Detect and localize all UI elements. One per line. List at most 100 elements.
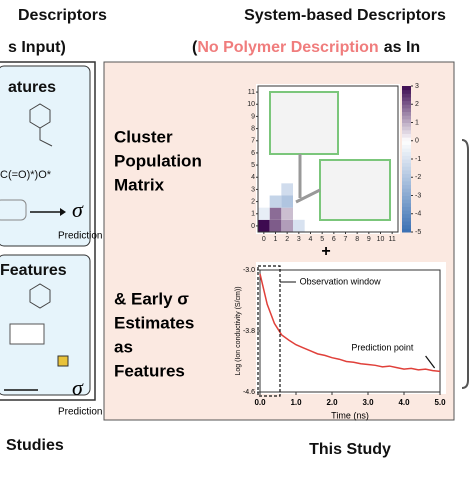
feature-label: Population: [114, 151, 202, 170]
colorbar-step: [402, 89, 411, 94]
colorbar-step: [402, 173, 411, 178]
colorbar-step: [402, 199, 411, 204]
y-tick-label: 2: [251, 198, 255, 205]
y-tick-label: 1: [251, 211, 255, 218]
heat-cell: [281, 207, 293, 220]
x-tick-label: 0.0: [254, 398, 266, 407]
colorbar-step: [402, 100, 411, 105]
line-bg: [256, 262, 446, 394]
y-tick-label: 11: [248, 89, 255, 96]
plot-icon: [9, 323, 45, 345]
annotation: Observation window: [300, 276, 382, 286]
colorbar-label: 2: [415, 101, 419, 108]
observation-window: [257, 265, 281, 397]
x-tick-label: 4: [309, 236, 313, 243]
y-tick-label: 3: [251, 186, 255, 193]
colorbar-step: [402, 166, 411, 171]
y-tick-label: 8: [251, 125, 255, 132]
colorbar-step: [402, 162, 411, 167]
inset-image: [269, 91, 339, 155]
pointer-arrow: [295, 154, 321, 204]
y-tick-label: 9: [251, 113, 255, 120]
colorbar-step: [402, 126, 411, 131]
colorbar-step: [402, 202, 411, 207]
box-title: Features: [0, 262, 67, 279]
colorbar-step: [402, 191, 411, 196]
left-frame: [0, 61, 96, 401]
left-title: s Input): [8, 39, 66, 56]
box-title: atures: [8, 79, 56, 96]
feature-label: Matrix: [114, 175, 165, 194]
colorbar-label: 0: [415, 138, 419, 145]
x-tick-label: 6: [332, 236, 336, 243]
axes-frame: [257, 85, 399, 233]
heat-cell: [258, 219, 270, 232]
x-tick-label: 1.0: [290, 398, 302, 407]
x-tick-label: 11: [389, 236, 396, 243]
colorbar-step: [402, 148, 411, 153]
prediction-label: Prediction: [58, 407, 102, 418]
colorbar-step: [402, 155, 411, 160]
heat-cell: [269, 219, 282, 232]
molecule: [29, 103, 53, 147]
x-tick-label: 7: [344, 236, 348, 243]
colorbar-step: [402, 104, 411, 109]
left-title: Descriptors: [18, 7, 107, 24]
inset-image: [319, 159, 391, 221]
colorbar-step: [402, 228, 411, 233]
x-tick-label: 1: [274, 236, 278, 243]
plus: +: [321, 243, 330, 260]
colorbar-label: -3: [415, 192, 421, 199]
colorbar-step: [402, 93, 411, 98]
smiles: C(=O)*)O*: [0, 169, 52, 181]
x-tick-label: 5.0: [434, 398, 446, 407]
colorbar-step: [402, 159, 411, 164]
colorbar-step: [402, 213, 411, 218]
heat-cell: [293, 219, 305, 232]
bracket: [461, 139, 469, 389]
colorbar-step: [402, 118, 411, 123]
colorbar-step: [402, 122, 411, 127]
sigma: σ: [72, 197, 84, 222]
subtitle-rest: as In: [384, 39, 420, 56]
colorbar-step: [402, 195, 411, 200]
paren: (: [192, 39, 198, 56]
y-tick-label: 10: [247, 101, 255, 108]
left-box: [0, 65, 91, 247]
colorbar-step: [402, 96, 411, 102]
colorbar-step: [402, 107, 411, 113]
prediction-label: Prediction: [58, 231, 102, 242]
colorbar-label: 1: [415, 119, 419, 126]
colorbar-step: [402, 111, 411, 116]
x-tick-label: 9: [367, 236, 371, 243]
x-axis-label: Time (ns): [331, 410, 369, 420]
x-tick-label: 2.0: [326, 398, 338, 407]
feature-label: Cluster: [114, 127, 173, 146]
x-tick-label: 5: [320, 236, 324, 243]
model-icon: [0, 199, 27, 221]
annotation: Prediction point: [351, 342, 414, 352]
y-axis-label: Log (Ion conductivity (S/cm)): [235, 286, 242, 375]
arrow-head: [60, 208, 66, 216]
colorbar-step: [402, 177, 411, 182]
colorbar-step: [402, 169, 411, 175]
x-tick-label: 10: [377, 236, 385, 243]
annotation-arrow: [425, 355, 436, 369]
colorbar-step: [402, 224, 411, 229]
colorbar-step: [402, 210, 411, 215]
colorbar-label: -2: [415, 174, 421, 181]
feature-label: Features: [114, 361, 185, 380]
colorbar-label: 3: [415, 83, 419, 90]
colorbar-step: [402, 151, 411, 156]
heat-cell: [281, 195, 293, 208]
molecule: [29, 283, 51, 309]
colorbar-label: -4: [415, 211, 421, 218]
colorbar-step: [402, 137, 411, 142]
heat-cell: [258, 207, 270, 220]
colorbar-step: [402, 221, 411, 226]
colorbar-step: [402, 206, 411, 211]
x-tick-label: 0: [262, 236, 266, 243]
right-subtitle: (No Polymer Description as In: [192, 39, 420, 56]
x-tick-label: 2: [285, 236, 289, 243]
